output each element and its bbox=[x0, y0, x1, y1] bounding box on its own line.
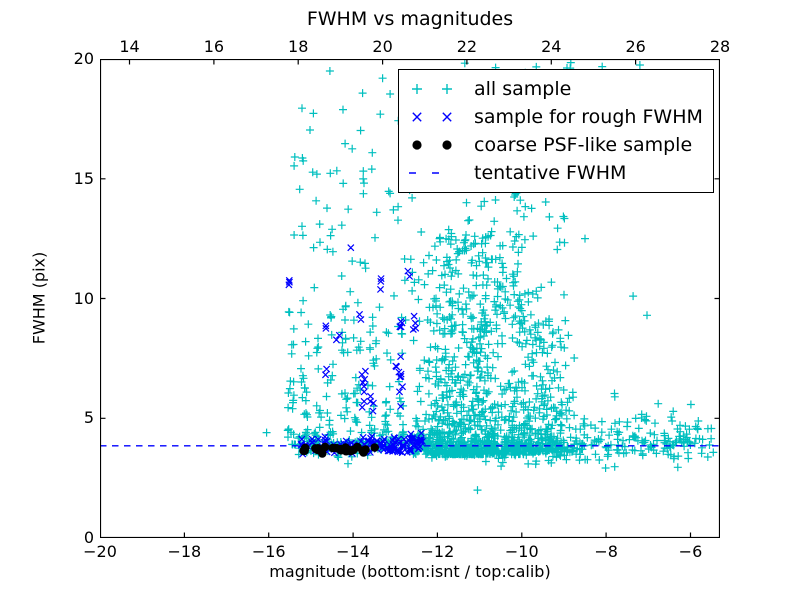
y-tick-label: 15 bbox=[73, 168, 94, 188]
x-tick-label-top: 14 bbox=[119, 37, 140, 56]
x-tick-label-bottom: −16 bbox=[251, 542, 286, 561]
legend-entry-tentative-fwhm: tentative FWHM bbox=[406, 159, 713, 187]
x-tick-label-top: 22 bbox=[456, 37, 478, 56]
legend-label-tentative-fwhm: tentative FWHM bbox=[474, 161, 627, 184]
plot-area bbox=[100, 59, 720, 538]
scatter-canvas bbox=[100, 59, 720, 538]
x-tick-label-bottom: −20 bbox=[83, 542, 117, 561]
y-tick-label: 20 bbox=[73, 49, 94, 68]
x-tick-label-bottom: −8 bbox=[594, 542, 618, 561]
legend: all sample sample for rough FWHM coarse … bbox=[398, 69, 714, 193]
chart-title: FWHM vs magnitudes bbox=[306, 8, 514, 30]
x-marker-icon bbox=[412, 112, 452, 122]
dashed-line-icon bbox=[409, 172, 445, 174]
plus-marker-icon bbox=[412, 84, 452, 94]
x-tick-label-bottom: −18 bbox=[167, 542, 202, 561]
legend-label-all-sample: all sample bbox=[474, 77, 572, 100]
legend-entry-rough-fwhm: sample for rough FWHM bbox=[406, 103, 713, 131]
y-tick-label: 10 bbox=[73, 288, 94, 308]
dot-marker-icon bbox=[412, 140, 452, 150]
legend-entry-all-sample: all sample bbox=[406, 75, 713, 103]
legend-label-rough-fwhm: sample for rough FWHM bbox=[474, 105, 703, 128]
y-axis-label: FWHM (pix) bbox=[29, 251, 49, 345]
x-tick-label-bottom: −6 bbox=[678, 542, 703, 561]
x-tick-label-bottom: −12 bbox=[420, 542, 455, 561]
x-axis-label: magnitude (bottom:isnt / top:calib) bbox=[269, 562, 551, 581]
y-tick-label: 5 bbox=[83, 408, 94, 428]
x-tick-label-top: 24 bbox=[541, 37, 562, 56]
y-tick-label: 0 bbox=[83, 528, 94, 547]
x-tick-label-top: 16 bbox=[203, 37, 225, 56]
legend-label-psf-sample: coarse PSF-like sample bbox=[474, 133, 693, 156]
x-tick-label-top: 26 bbox=[625, 37, 646, 56]
x-tick-label-top: 28 bbox=[709, 37, 731, 56]
x-tick-label-top: 20 bbox=[372, 37, 393, 56]
x-tick-label-bottom: −14 bbox=[336, 542, 370, 561]
x-tick-label-top: 18 bbox=[288, 37, 309, 56]
x-tick-label-bottom: −10 bbox=[504, 542, 539, 561]
legend-entry-psf-sample: coarse PSF-like sample bbox=[406, 131, 713, 159]
